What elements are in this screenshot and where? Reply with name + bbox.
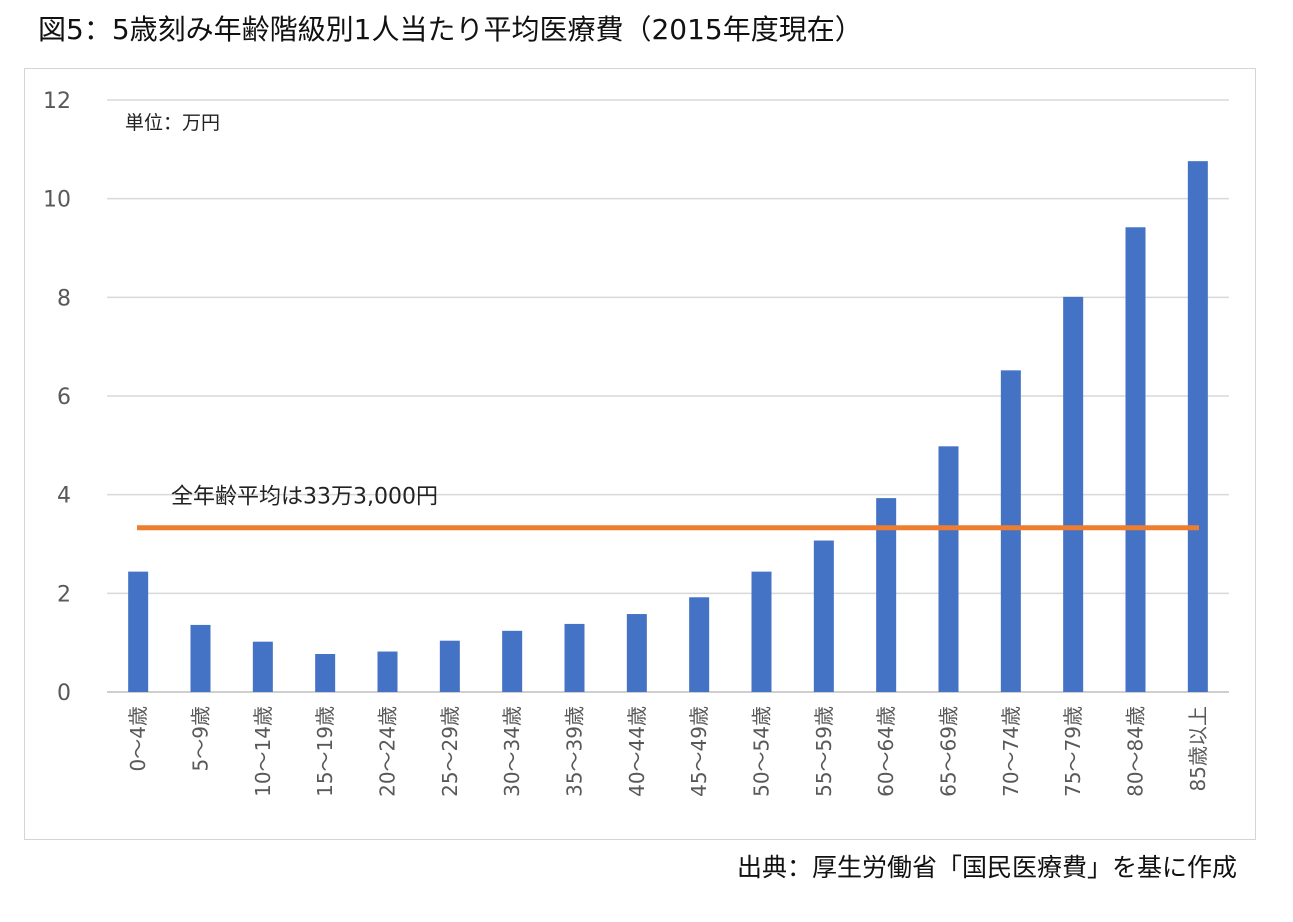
bars <box>128 161 1208 692</box>
bar <box>626 614 647 692</box>
bar <box>439 640 460 692</box>
x-tick-label: 60～64歳 <box>874 706 898 797</box>
bar <box>128 571 149 692</box>
x-tick-label: 5～9歳 <box>189 706 213 771</box>
y-axis-ticks: 0 2 4 6 8 10 12 <box>43 89 71 706</box>
x-tick-label: 65～69歳 <box>937 706 961 797</box>
y-tick-label: 4 <box>57 484 71 509</box>
bar <box>1187 161 1208 692</box>
bar <box>1125 227 1146 692</box>
bar <box>564 623 585 692</box>
bar <box>938 446 959 692</box>
y-tick-label: 10 <box>43 188 71 213</box>
y-tick-label: 8 <box>57 286 71 311</box>
x-tick-label: 50～54歳 <box>750 706 774 797</box>
x-tick-label: 70～74歳 <box>999 706 1023 797</box>
bar <box>1000 370 1021 692</box>
bar <box>751 571 772 692</box>
bar <box>813 540 834 692</box>
x-tick-label: 0～4歳 <box>126 706 150 771</box>
x-tick-label: 85歳以上 <box>1186 706 1210 791</box>
bar <box>1063 296 1084 692</box>
x-tick-label: 20～24歳 <box>376 706 400 797</box>
bar <box>502 630 523 692</box>
x-tick-label: 10～14歳 <box>251 706 275 797</box>
x-tick-label: 30～34歳 <box>500 706 524 797</box>
x-tick-label: 55～59歳 <box>812 706 836 797</box>
y-tick-label: 12 <box>43 89 71 114</box>
x-tick-label: 75～79歳 <box>1061 706 1085 797</box>
x-tick-label: 40～44歳 <box>625 706 649 797</box>
source-note: 出典：厚生労働省「国民医療費」を基に作成 <box>736 853 1237 882</box>
bar <box>190 624 211 692</box>
x-tick-label: 35～39歳 <box>563 706 587 797</box>
y-tick-label: 2 <box>57 582 71 607</box>
unit-label: 単位：万円 <box>125 112 220 134</box>
bar <box>377 651 398 692</box>
x-tick-label: 45～49歳 <box>687 706 711 797</box>
bar <box>252 641 273 692</box>
gridlines <box>107 99 1229 693</box>
average-line-label: 全年齢平均は33万3,000円 <box>171 485 438 510</box>
x-tick-label: 15～19歳 <box>313 706 337 797</box>
y-tick-label: 6 <box>57 385 71 410</box>
x-tick-label: 25～29歳 <box>438 706 462 797</box>
bar <box>315 654 336 692</box>
bar <box>876 498 897 692</box>
chart-title: 図5：5歳刻み年齢階級別1人当たり平均医療費（2015年度現在） <box>38 13 863 46</box>
average-line-group: 全年齢平均は33万3,000円 <box>137 485 1199 531</box>
bar-chart: 0 2 4 6 8 10 12 0～4歳 5～9歳 10～14歳 15～19歳 20～24歳 25～2… <box>43 89 1229 797</box>
chart-frame: 0 2 4 6 8 10 12 0～4歳 5～9歳 10～14歳 15～19歳 20～24歳 25～2… <box>24 68 1256 840</box>
x-axis-ticks: 0～4歳 5～9歳 10～14歳 15～19歳 20～24歳 25～29歳 30～34歳 35… <box>126 706 1210 797</box>
y-tick-label: 0 <box>57 681 71 706</box>
bar <box>689 597 710 692</box>
x-tick-label: 80～84歳 <box>1124 706 1148 797</box>
